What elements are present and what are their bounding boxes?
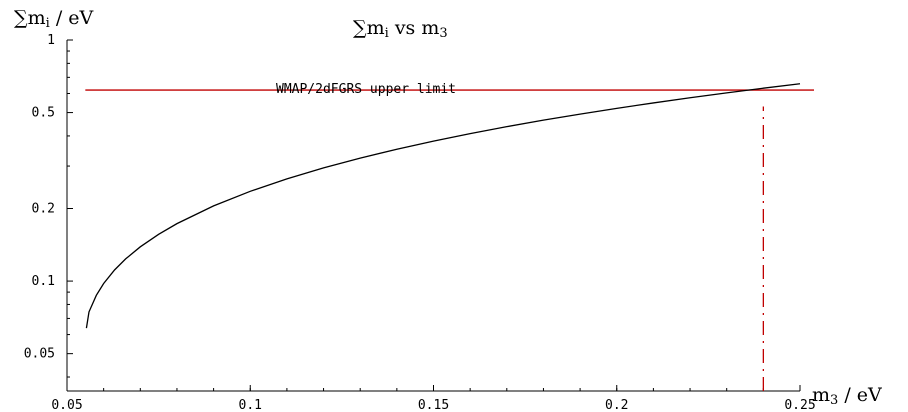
- title-sub-i: i: [385, 26, 389, 41]
- ylabel-sub-i: i: [46, 16, 50, 31]
- x-axis-title: m3 / eV: [812, 384, 882, 408]
- x-tick-label-0: 0.05: [51, 398, 82, 412]
- series-line-0: [85, 83, 801, 329]
- y-tick-label-4: 1: [47, 33, 55, 48]
- y-tick-label-3: 0.5: [32, 106, 55, 121]
- ylabel-unit: / eV: [50, 7, 94, 29]
- xlabel-sub-3: 3: [830, 393, 838, 408]
- y-tick-label-0: 0.05: [24, 347, 55, 362]
- y-tick-label-2: 0.2: [32, 202, 55, 217]
- reference-lines: [85, 89, 814, 391]
- y-tick-label-1: 0.1: [32, 274, 55, 289]
- xlabel-unit: / eV: [838, 384, 882, 406]
- xlabel-m: m: [812, 384, 830, 406]
- x-ticks: 0.05 0.1 0.15 0.2 0.25: [51, 385, 816, 412]
- x-tick-label-3: 0.2: [605, 398, 628, 412]
- series: [85, 83, 801, 329]
- title-sum-symbol: ∑: [353, 17, 367, 39]
- upper-limit-label: WMAP/2dFGRS upper limit: [276, 82, 456, 97]
- ylabel-sum-symbol: ∑: [14, 7, 28, 29]
- x-tick-label-2: 0.15: [418, 398, 449, 412]
- title-m: m: [367, 17, 385, 39]
- title-vs: vs: [389, 17, 422, 39]
- chart-title: ∑mi vs m3: [353, 17, 448, 41]
- x-tick-label-1: 0.1: [239, 398, 262, 412]
- x-tick-label-4: 0.25: [784, 398, 815, 412]
- title-m3: m: [421, 17, 439, 39]
- y-ticks: 0.05 0.1 0.2 0.5 1: [24, 33, 73, 378]
- ylabel-m: m: [28, 7, 46, 29]
- title-sub-3: 3: [439, 26, 447, 41]
- y-axis-title: ∑mi / eV: [14, 7, 94, 31]
